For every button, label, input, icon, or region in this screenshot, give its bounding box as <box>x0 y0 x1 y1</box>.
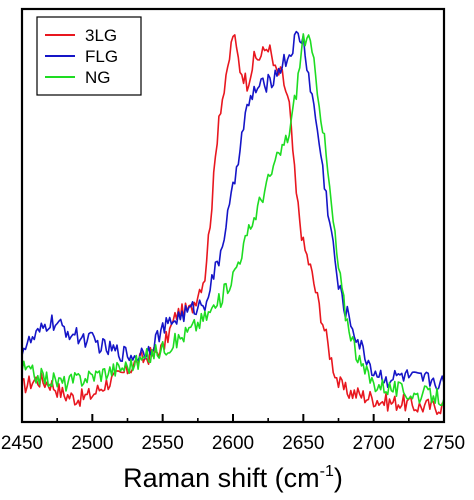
series-line-flg <box>21 30 445 391</box>
x-tick-label-2600: 2600 <box>212 433 254 454</box>
x-tick-label-2650: 2650 <box>282 433 324 454</box>
x-axis-title: Raman shift (cm-1) <box>123 463 343 493</box>
x-tick-label-2500: 2500 <box>71 433 113 454</box>
x-axis-title-suffix: ) <box>334 463 343 493</box>
x-tick-label-2450: 2450 <box>1 433 43 454</box>
series-line-ng <box>21 33 445 406</box>
x-axis-title-main: Raman shift (cm <box>123 463 320 493</box>
x-axis-title-superscript: -1 <box>320 463 334 480</box>
legend-label-flg: FLG <box>85 47 118 66</box>
x-axis-tick-labels: 2450 2500 2550 2600 2650 2700 2750 <box>1 433 465 454</box>
x-axis-ticks <box>21 414 445 422</box>
x-tick-label-2750: 2750 <box>423 433 465 454</box>
legend-label-3lg: 3LG <box>85 26 117 45</box>
legend: 3LG FLG NG <box>36 16 142 96</box>
x-tick-label-2550: 2550 <box>142 433 184 454</box>
x-tick-label-2700: 2700 <box>353 433 395 454</box>
series-layer <box>21 30 445 416</box>
series-line-3lg <box>21 34 445 416</box>
legend-label-ng: NG <box>85 68 111 87</box>
